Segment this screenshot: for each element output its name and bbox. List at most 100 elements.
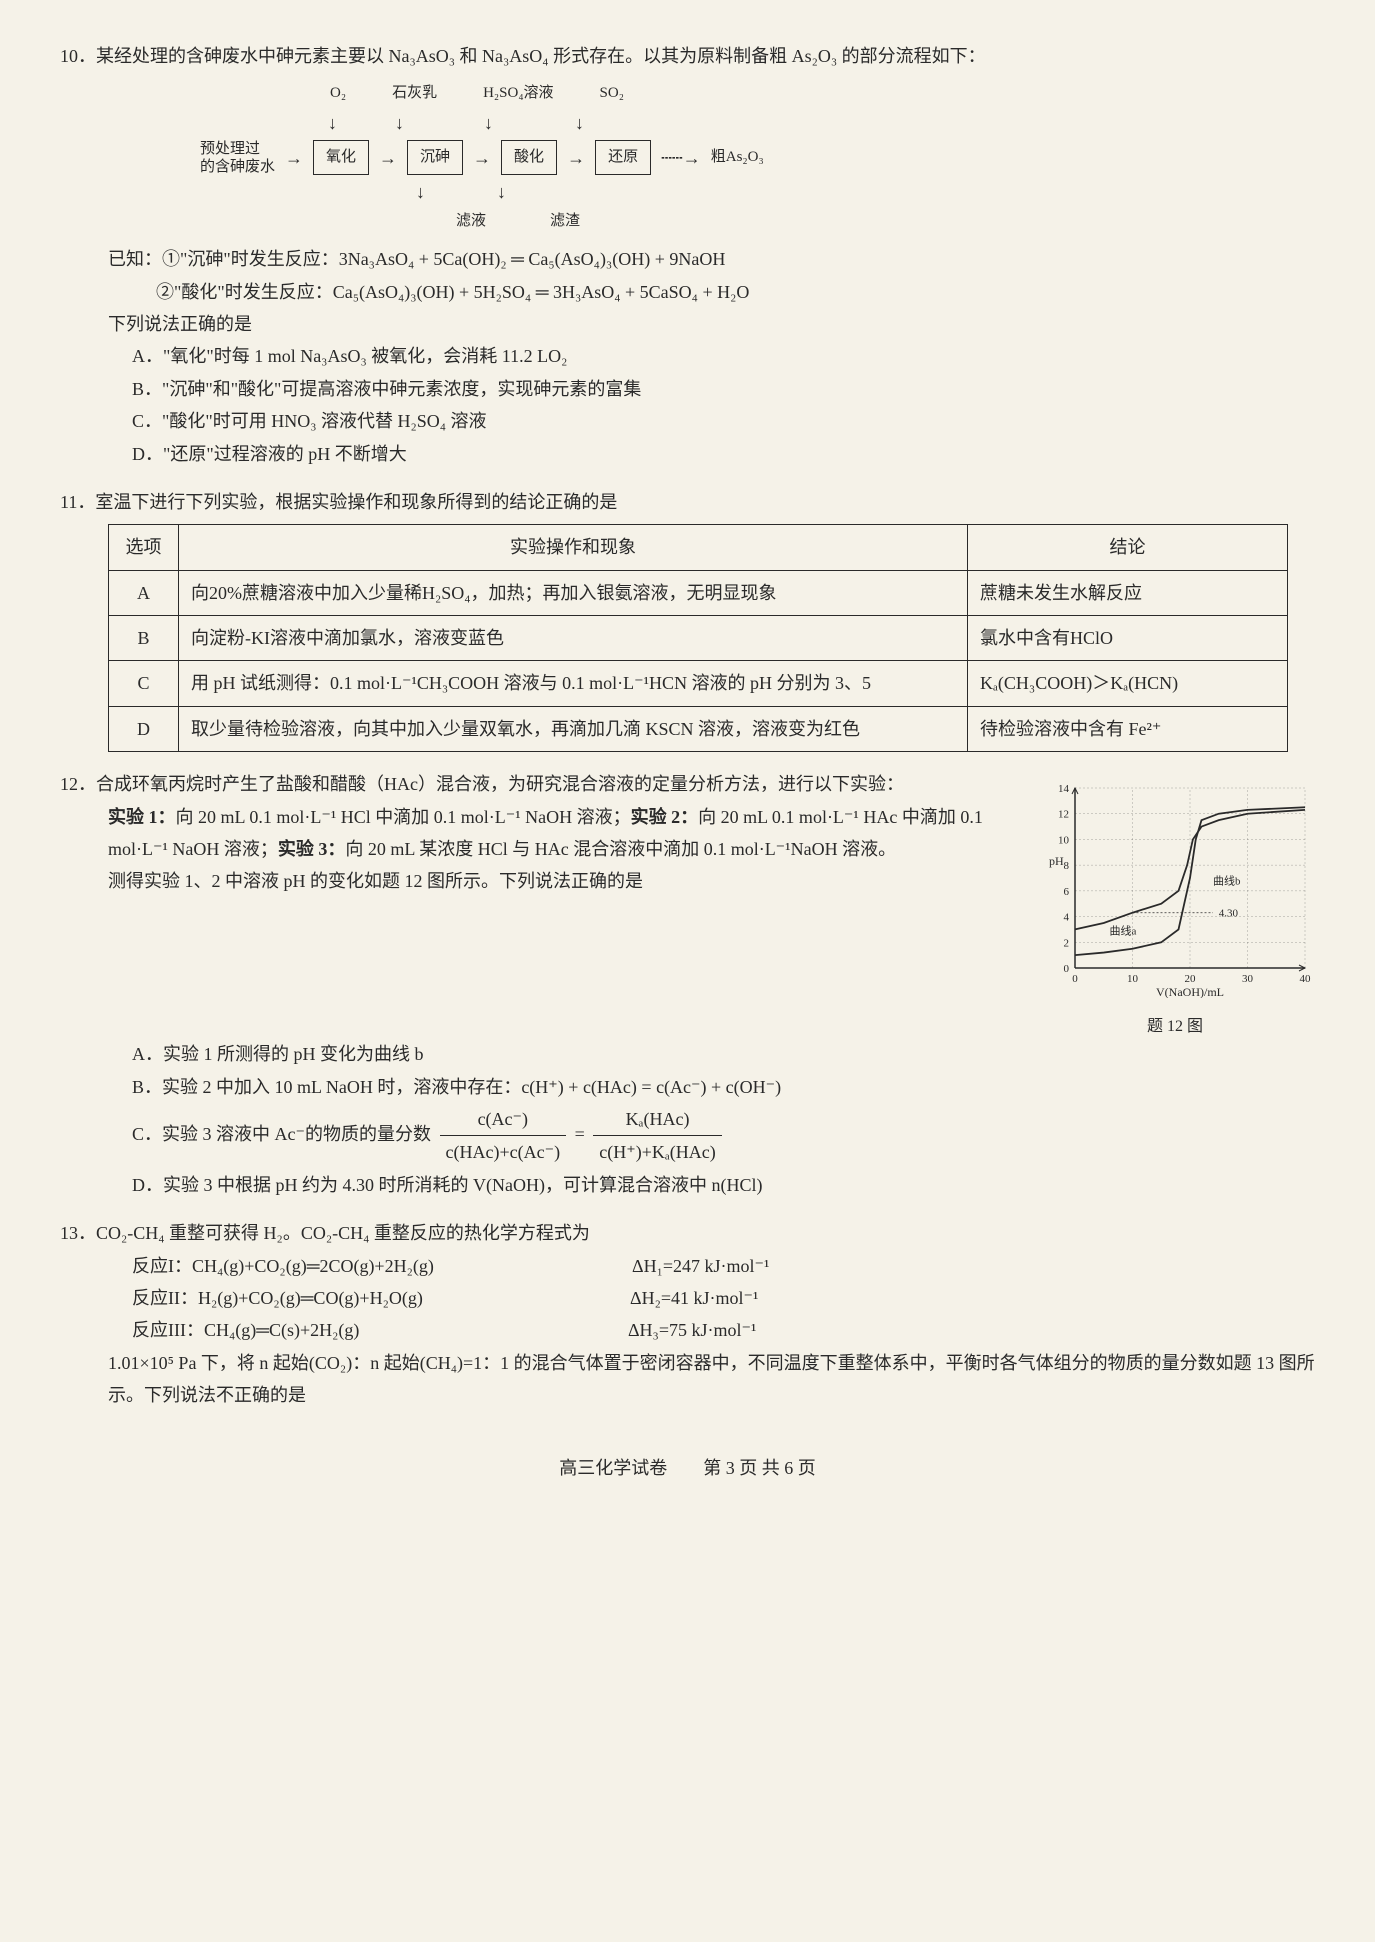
down-arrow-icon: ↓ [484, 107, 493, 139]
chart-svg: 02468101214010203040曲线b曲线a4.30pHV(NaOH)/… [1035, 778, 1315, 998]
th-conclusion: 结论 [968, 525, 1288, 570]
flow-label-so2: SO₂ [600, 80, 624, 107]
reaction-1: 反应I：CH₄(g)+CO₂(g)═2CO(g)+2H₂(g)ΔH₁=247 k… [60, 1250, 1315, 1282]
flow-label-filtrate: 滤液 [456, 208, 486, 235]
ph-chart: 02468101214010203040曲线b曲线a4.30pHV(NaOH)/… [1035, 778, 1315, 1038]
row-b-conc: 氯水中含有HClO [968, 616, 1288, 661]
q13-conditions: 1.01×10⁵ Pa 下，将 n 起始(CO₂)：n 起始(CH₄)=1：1 … [60, 1347, 1315, 1412]
row-c-conc: Kₐ(CH₃COOH)＞Kₐ(HCN) [968, 661, 1288, 706]
down-arrow-icon: ↓ [416, 176, 425, 208]
q12-opt-b: B．实验 2 中加入 10 mL NaOH 时，溶液中存在：c(H⁺) + c(… [60, 1071, 1315, 1103]
svg-text:40: 40 [1300, 973, 1312, 985]
svg-text:6: 6 [1064, 886, 1070, 898]
flow-top-labels: O₂ 石灰乳 H₂SO₄溶液 SO₂ [330, 80, 1315, 107]
svg-text:14: 14 [1058, 783, 1070, 795]
svg-text:30: 30 [1242, 973, 1254, 985]
table-header-row: 选项 实验操作和现象 结论 [109, 525, 1288, 570]
down-arrow-icon: ↓ [575, 107, 584, 139]
question-11: 11．室温下进行下列实验，根据实验操作和现象所得到的结论正确的是 选项 实验操作… [60, 486, 1315, 752]
fraction-2: Kₐ(HAc) c(H⁺)+Kₐ(HAc) [593, 1103, 722, 1169]
q12-num: 12． [60, 774, 96, 794]
reaction-2: 反应II：H₂(g)+CO₂(g)═CO(g)+H₂O(g)ΔH₂=41 kJ·… [60, 1282, 1315, 1314]
flow-bot-labels: 滤液 滤渣 [456, 208, 1315, 235]
q10-known2: ②"酸化"时发生反应：Ca₅(AsO₄)₃(OH) + 5H₂SO₄ ═ 3H₃… [60, 276, 1315, 308]
flow-box-oxidize: 氧化 [313, 140, 369, 175]
question-13: 13．CO₂-CH₄ 重整可获得 H₂。CO₂-CH₄ 重整反应的热化学方程式为… [60, 1217, 1315, 1411]
row-d-conc: 待检验溶液中含有 Fe²⁺ [968, 706, 1288, 751]
q10-prompt: 下列说法正确的是 [60, 308, 1315, 340]
flow-box-acidify: 酸化 [501, 140, 557, 175]
svg-text:2: 2 [1064, 938, 1070, 950]
arrow-right-icon: → [467, 142, 497, 174]
exp1-text: 向 20 mL 0.1 mol·L⁻¹ HCl 中滴加 0.1 mol·L⁻¹ … [176, 807, 631, 827]
flow-label-residue: 滤渣 [550, 208, 580, 235]
flow-input: 预处理过 的含砷废水 [200, 140, 275, 176]
exp2-label: 实验 2： [631, 807, 699, 827]
svg-text:曲线b: 曲线b [1213, 874, 1241, 888]
flow-down-arrows-top: ↓ ↓ ↓ ↓ [328, 107, 1315, 139]
q12-measure: 测得实验 1、2 中溶液 pH 的变化如题 12 图所示。下列说法正确的是 [60, 865, 1015, 897]
question-12: 12．合成环氧丙烷时产生了盐酸和醋酸（HAc）混合液，为研究混合溶液的定量分析方… [60, 768, 1315, 1201]
flow-main-row: 预处理过 的含砷废水 → 氧化 → 沉砷 → 酸化 → 还原 ┄┄→ 粗As₂O… [200, 140, 1315, 176]
svg-text:10: 10 [1127, 973, 1139, 985]
row-d-op: 取少量待检验溶液，向其中加入少量双氧水，再滴加几滴 KSCN 溶液，溶液变为红色 [179, 706, 968, 751]
svg-text:12: 12 [1058, 809, 1069, 821]
svg-text:V(NaOH)/mL: V(NaOH)/mL [1156, 985, 1224, 998]
exp3-text: 向 20 mL 某浓度 HCl 与 HAc 混合溶液中滴加 0.1 mol·L⁻… [345, 839, 896, 859]
q11-intro: 11．室温下进行下列实验，根据实验操作和现象所得到的结论正确的是 [60, 486, 1315, 518]
experiment-table: 选项 实验操作和现象 结论 A 向20%蔗糖溶液中加入少量稀H₂SO₄，加热；再… [108, 524, 1288, 752]
svg-text:曲线a: 曲线a [1110, 924, 1137, 938]
flow-label-lime: 石灰乳 [392, 80, 437, 107]
q12-intro: 合成环氧丙烷时产生了盐酸和醋酸（HAc）混合液，为研究混合溶液的定量分析方法，进… [96, 774, 904, 794]
table-row: A 向20%蔗糖溶液中加入少量稀H₂SO₄，加热；再加入银氨溶液，无明显现象 蔗… [109, 570, 1288, 615]
svg-text:0: 0 [1064, 963, 1070, 975]
q10-opt-d: D．"还原"过程溶液的 pH 不断增大 [60, 438, 1315, 470]
q12-opt-d: D．实验 3 中根据 pH 约为 4.30 时所消耗的 V(NaOH)，可计算混… [60, 1169, 1315, 1201]
q10-num: 10． [60, 46, 96, 66]
row-c-op: 用 pH 试纸测得：0.1 mol·L⁻¹CH₃COOH 溶液与 0.1 mol… [179, 661, 968, 706]
flow-box-reduce: 还原 [595, 140, 651, 175]
down-arrow-icon: ↓ [497, 176, 506, 208]
table-row: B 向淀粉-KI溶液中滴加氯水，溶液变蓝色 氯水中含有HClO [109, 616, 1288, 661]
q10-opt-b: B．"沉砷"和"酸化"可提高溶液中砷元素浓度，实现砷元素的富集 [60, 373, 1315, 405]
row-d-opt: D [109, 706, 179, 751]
exp3-label: 实验 3： [278, 839, 346, 859]
row-a-opt: A [109, 570, 179, 615]
table-row: D 取少量待检验溶液，向其中加入少量双氧水，再滴加几滴 KSCN 溶液，溶液变为… [109, 706, 1288, 751]
svg-text:20: 20 [1185, 973, 1197, 985]
question-10: 10．某经处理的含砷废水中砷元素主要以 Na₃AsO₃ 和 Na₃AsO₄ 形式… [60, 40, 1315, 470]
q10-known: 已知：①"沉砷"时发生反应：3Na₃AsO₄ + 5Ca(OH)₂ ═ Ca₅(… [60, 243, 1315, 275]
svg-text:8: 8 [1064, 860, 1070, 872]
flow-diagram: O₂ 石灰乳 H₂SO₄溶液 SO₂ ↓ ↓ ↓ ↓ 预处理过 的含砷废水 → … [200, 80, 1315, 235]
q12-opt-a: A．实验 1 所测得的 pH 变化为曲线 b [60, 1038, 1315, 1070]
arrow-dash-icon: ┄┄→ [655, 142, 707, 174]
q12-opt-c: C．实验 3 溶液中 Ac⁻的物质的量分数 c(Ac⁻) c(HAc)+c(Ac… [60, 1103, 1315, 1169]
down-arrow-icon: ↓ [395, 107, 404, 139]
page-footer: 高三化学试卷 第 3 页 共 6 页 [60, 1452, 1315, 1484]
arrow-right-icon: → [561, 142, 591, 174]
th-option: 选项 [109, 525, 179, 570]
svg-text:10: 10 [1058, 835, 1070, 847]
q10-opt-c: C．"酸化"时可用 HNO₃ 溶液代替 H₂SO₄ 溶液 [60, 405, 1315, 437]
svg-text:4: 4 [1064, 912, 1070, 924]
q13-num: 13． [60, 1223, 96, 1243]
q10-opt-a: A．"氧化"时每 1 mol Na₃AsO₃ 被氧化，会消耗 11.2 LO₂ [60, 340, 1315, 372]
chart-caption: 题 12 图 [1035, 1013, 1315, 1042]
fraction-1: c(Ac⁻) c(HAc)+c(Ac⁻) [440, 1103, 567, 1169]
down-arrow-icon: ↓ [328, 107, 337, 139]
arrow-right-icon: → [373, 142, 403, 174]
q13-intro: CO₂-CH₄ 重整可获得 H₂。CO₂-CH₄ 重整反应的热化学方程式为 [96, 1223, 590, 1243]
q12-text-block: 12．合成环氧丙烷时产生了盐酸和醋酸（HAc）混合液，为研究混合溶液的定量分析方… [60, 768, 1015, 1038]
row-c-opt: C [109, 661, 179, 706]
row-b-opt: B [109, 616, 179, 661]
svg-text:0: 0 [1072, 973, 1078, 985]
flow-box-precipitate: 沉砷 [407, 140, 463, 175]
q11-num: 11． [60, 492, 95, 512]
th-operation: 实验操作和现象 [179, 525, 968, 570]
reaction-3: 反应III：CH₄(g)═C(s)+2H₂(g)ΔH₃=75 kJ·mol⁻¹ [60, 1314, 1315, 1346]
arrow-right-icon: → [279, 142, 309, 174]
table-row: C 用 pH 试纸测得：0.1 mol·L⁻¹CH₃COOH 溶液与 0.1 m… [109, 661, 1288, 706]
exp1-label: 实验 1： [108, 807, 176, 827]
row-a-op: 向20%蔗糖溶液中加入少量稀H₂SO₄，加热；再加入银氨溶液，无明显现象 [179, 570, 968, 615]
row-a-conc: 蔗糖未发生水解反应 [968, 570, 1288, 615]
